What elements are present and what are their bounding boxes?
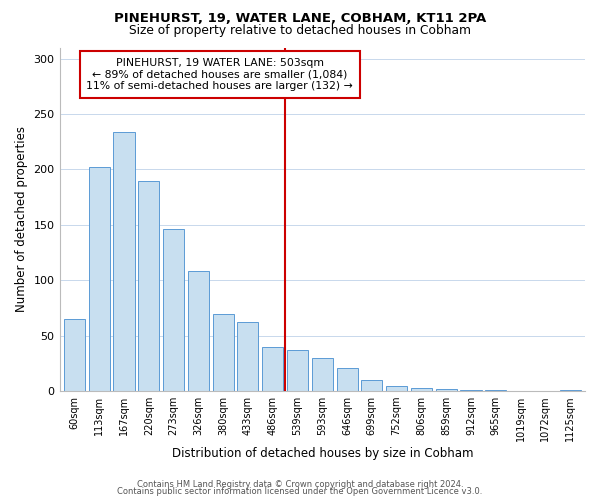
Bar — [262, 347, 283, 391]
Text: Contains public sector information licensed under the Open Government Licence v3: Contains public sector information licen… — [118, 487, 482, 496]
Bar — [64, 319, 85, 391]
Bar — [212, 314, 233, 391]
Bar — [312, 358, 333, 391]
Title: PINEHURST, 19, WATER LANE, COBHAM, KT11 2PA
Size of property relative to detache: PINEHURST, 19, WATER LANE, COBHAM, KT11 … — [0, 499, 1, 500]
Text: Contains HM Land Registry data © Crown copyright and database right 2024.: Contains HM Land Registry data © Crown c… — [137, 480, 463, 489]
Bar — [361, 380, 382, 391]
Bar — [411, 388, 432, 391]
Bar — [460, 390, 482, 391]
Bar — [238, 322, 259, 391]
Text: Size of property relative to detached houses in Cobham: Size of property relative to detached ho… — [129, 24, 471, 37]
Text: PINEHURST, 19, WATER LANE, COBHAM, KT11 2PA: PINEHURST, 19, WATER LANE, COBHAM, KT11 … — [114, 12, 486, 26]
X-axis label: Distribution of detached houses by size in Cobham: Distribution of detached houses by size … — [172, 447, 473, 460]
Bar — [287, 350, 308, 391]
Bar — [188, 272, 209, 391]
Text: PINEHURST, 19 WATER LANE: 503sqm
← 89% of detached houses are smaller (1,084)
11: PINEHURST, 19 WATER LANE: 503sqm ← 89% o… — [86, 58, 353, 91]
Bar — [386, 386, 407, 391]
Bar — [485, 390, 506, 391]
Bar — [163, 230, 184, 391]
Bar — [138, 180, 160, 391]
Bar — [113, 132, 134, 391]
Bar — [560, 390, 581, 391]
Bar — [89, 167, 110, 391]
Y-axis label: Number of detached properties: Number of detached properties — [15, 126, 28, 312]
Bar — [436, 389, 457, 391]
Bar — [337, 368, 358, 391]
